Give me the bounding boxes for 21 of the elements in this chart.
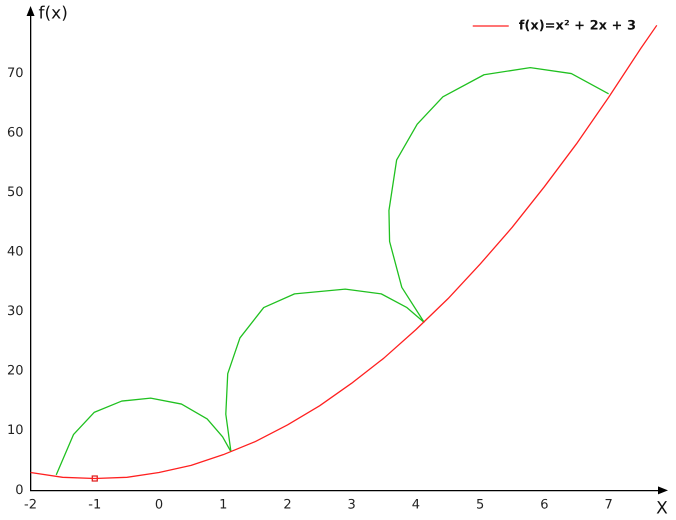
y-tick-label: 40 [6, 244, 24, 260]
x-tick-label: 5 [476, 498, 484, 513]
x-tick-label: 0 [154, 498, 164, 513]
y-tick-label: 0 [15, 482, 24, 498]
y-tick-label: 30 [6, 304, 24, 320]
y-tick-label: 60 [6, 125, 24, 140]
y-axis-title: f(x) [38, 3, 68, 24]
x-axis-title: X [656, 498, 668, 518]
y-tick-label: 70 [6, 66, 24, 81]
legend-label: f(x)=x² + 2x + 3 [518, 18, 636, 34]
x-tick-label: 3 [348, 498, 356, 513]
x-tick-label: 2 [283, 498, 292, 513]
x-tick-label: 6 [540, 498, 549, 513]
x-tick-label: 1 [219, 498, 228, 513]
x-tick-label: -1 [88, 498, 102, 513]
x-tick-label: 7 [604, 498, 613, 513]
y-tick-label: 50 [6, 185, 24, 200]
x-tick-label: 4 [412, 498, 420, 513]
x-tick-label: -2 [24, 498, 38, 513]
y-tick-label: 10 [6, 423, 24, 438]
y-tick-label: 20 [6, 364, 24, 379]
